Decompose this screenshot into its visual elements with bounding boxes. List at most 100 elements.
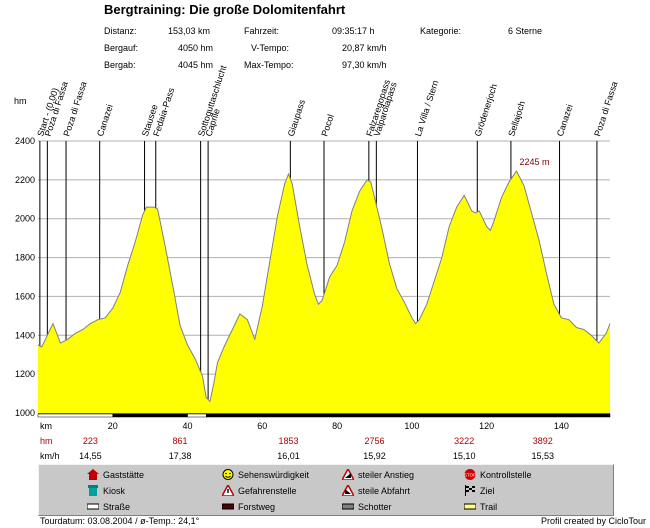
legend-item-label: steile Abfahrt: [358, 485, 411, 496]
legend-item: steile Abfahrt: [340, 483, 411, 497]
pass-label: Canazei: [555, 103, 575, 138]
legend-item-label: Gaststätte: [103, 469, 145, 480]
steep-descent-icon: [340, 483, 356, 497]
x-tick-label: 60: [257, 421, 267, 431]
y-tick-label: 1400: [15, 330, 35, 340]
svg-text:STOP: STOP: [464, 473, 476, 478]
danger-icon: [220, 483, 236, 497]
cumulative-kmh-value: 15,53: [531, 451, 554, 461]
legend-item: STOP Kontrollstelle: [464, 469, 532, 480]
cumulative-kmh-value: 17,38: [169, 451, 192, 461]
legend-item: steiler Anstieg: [340, 467, 415, 481]
trail-icon: [463, 501, 477, 512]
stat-bergab-label: Bergab:: [104, 60, 136, 70]
stat-bergauf-value: 4050 hm: [178, 43, 214, 53]
cumulative-kmh-value: 14,55: [79, 451, 102, 461]
legend-item-label: Forstweg: [238, 501, 276, 512]
y-tick-label: 2400: [15, 136, 35, 146]
legend-item-label: Sehenswürdigkeit: [238, 469, 310, 480]
y-axis-unit-label: hm: [14, 96, 27, 106]
x-tick-label: 140: [554, 421, 569, 431]
stat-kategorie-label: Kategorie:: [420, 26, 462, 36]
legend-item: Gaststätte: [87, 469, 144, 480]
legend-item-label: Ziel: [480, 485, 495, 496]
steep-climb-icon: [340, 467, 356, 481]
pass-label: Giaupass: [286, 98, 307, 138]
pass-label: Sellajoch: [506, 100, 527, 138]
legend-item: Kiosk: [87, 485, 125, 496]
cumulative-hm-value: 1853: [278, 436, 298, 446]
y-tick-label: 1000: [15, 408, 35, 418]
y-tick-label: 2000: [15, 214, 35, 224]
cumulative-kmh-value: 16,01: [277, 451, 300, 461]
legend-item: Forstweg: [221, 501, 276, 512]
cumulative-kmh-value: 15,92: [363, 451, 386, 461]
y-tick-label: 1200: [15, 369, 35, 379]
max-elevation-label: 2245 m: [520, 157, 550, 167]
stat-fahrzeit-value: 09:35:17 h: [332, 26, 375, 36]
elevation-area: [38, 171, 610, 413]
terrain-bar-segment: [187, 413, 207, 418]
pass-label: Pocol: [319, 113, 335, 138]
legend-item-label: Straße: [103, 501, 131, 512]
stat-distanz-label: Distanz:: [104, 26, 137, 36]
stat-bergauf-label: Bergauf:: [104, 43, 139, 53]
legend-item-label: Schotter: [358, 501, 392, 512]
legend-item-label: Trail: [480, 501, 498, 512]
x-axis-label: km: [40, 421, 52, 431]
finish-flag-icon: [464, 485, 476, 496]
cumulative-hm-value: 2756: [364, 436, 384, 446]
legend-item-label: Kiosk: [103, 485, 126, 496]
x-tick-label: 120: [479, 421, 494, 431]
pass-label: Grödenerjoch: [473, 83, 499, 138]
house-icon: [87, 469, 99, 480]
cumulative-hm-value: 223: [83, 436, 98, 446]
terrain-bar-segment: [205, 413, 611, 418]
footer-credit: Profil created by CicloTour: [540, 516, 646, 526]
x-tick-label: 80: [332, 421, 342, 431]
terrain-bar-segment: [112, 413, 188, 418]
cumulative-hm-value: 3222: [454, 436, 474, 446]
legend-item-label: Kontrollstelle: [480, 469, 532, 480]
road-icon: [86, 501, 100, 512]
stat-vtempo-label: V-Tempo:: [251, 43, 290, 53]
x-tick-label: 20: [108, 421, 118, 431]
hm-row-label: hm: [40, 436, 53, 446]
cumulative-kmh-value: 15,10: [453, 451, 476, 461]
y-tick-label: 1800: [15, 253, 35, 263]
kmh-row-label: km/h: [40, 451, 60, 461]
legend-panel: Gaststätte Kiosk Straße Sehenswürdigkeit Gef…: [38, 464, 614, 516]
y-tick-label: 2200: [15, 175, 35, 185]
legend-item: Schotter: [341, 501, 392, 512]
pass-label: Poza di Fassa: [592, 80, 619, 137]
forest-road-icon: [221, 501, 235, 512]
stat-fahrzeit-label: Fahrzeit:: [244, 26, 280, 36]
y-tick-label: 1600: [15, 291, 35, 301]
legend-item: Trail: [463, 501, 498, 512]
stat-kategorie-value: 6 Sterne: [508, 26, 543, 36]
cumulative-hm-value: 861: [173, 436, 188, 446]
smiley-icon: [222, 469, 234, 480]
legend-item: Straße: [86, 501, 131, 512]
kiosk-icon: [87, 485, 99, 496]
legend-item-label: Gefahrenstelle: [238, 485, 297, 496]
pass-label: La Villa / Stern: [413, 79, 441, 138]
stat-maxtempo-label: Max-Tempo:: [244, 60, 294, 70]
stat-bergab-value: 4045 hm: [178, 60, 214, 70]
elevation-line: [37, 170, 611, 403]
legend-item-label: steiler Anstieg: [358, 469, 415, 480]
footer-tour-info: Tourdatum: 03.08.2004 / ø-Temp.: 24,1°: [40, 516, 200, 526]
legend-item: Sehenswürdigkeit: [222, 469, 309, 480]
pass-label: Canazei: [95, 103, 115, 138]
gravel-icon: [341, 501, 355, 512]
stat-distanz-value: 153,03 km: [168, 26, 211, 36]
x-tick-label: 40: [183, 421, 193, 431]
legend-item: Ziel: [464, 485, 495, 496]
legend-item: Gefahrenstelle: [220, 483, 297, 497]
stat-maxtempo-value: 97,30 km/h: [342, 60, 387, 70]
cumulative-hm-value: 3892: [533, 436, 553, 446]
x-tick-label: 100: [404, 421, 419, 431]
stop-icon: STOP: [464, 469, 476, 480]
terrain-bar-segment: [37, 413, 114, 418]
